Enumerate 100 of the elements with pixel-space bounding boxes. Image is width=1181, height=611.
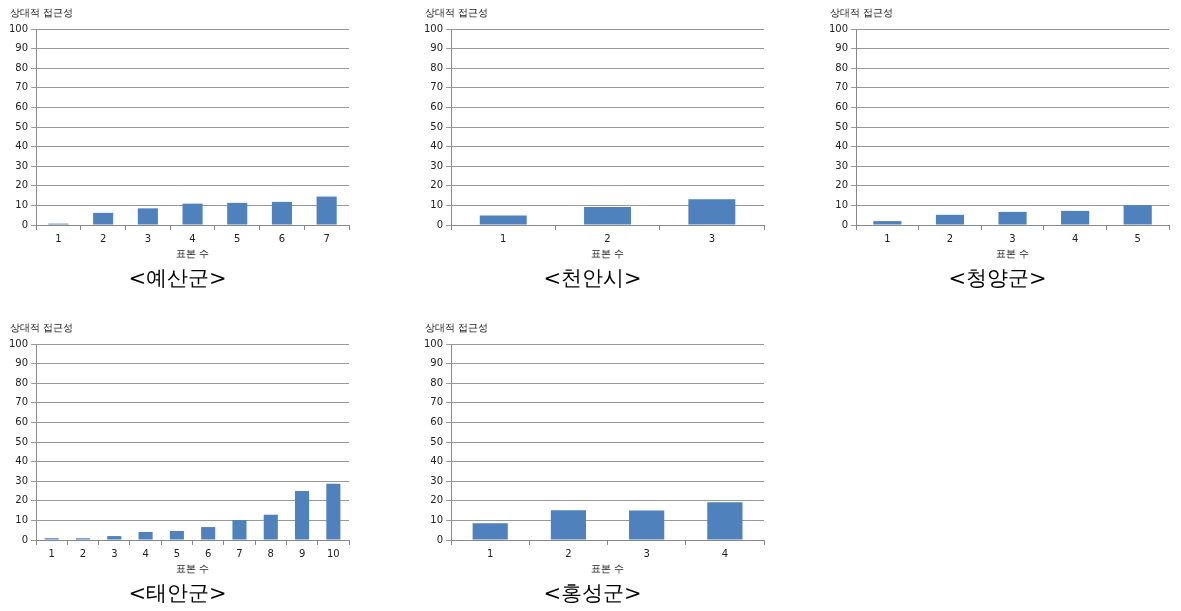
bar [263, 514, 278, 540]
y-tick-label: 100 [423, 22, 444, 34]
bar [201, 527, 216, 540]
x-tick-label: 4 [189, 232, 196, 244]
y-tick-label: 30 [15, 474, 29, 486]
bar [295, 491, 310, 540]
y-tick-label: 80 [430, 376, 444, 388]
bar [935, 214, 965, 225]
x-tick-label: 3 [1009, 232, 1016, 244]
y-tick-label: 70 [430, 81, 444, 93]
x-axis-title: 표본 수 [175, 247, 210, 259]
y-tick-label: 30 [430, 474, 444, 486]
x-tick-label: 2 [99, 232, 107, 244]
y-tick-label: 0 [21, 533, 29, 545]
y-tick-label: 60 [15, 415, 29, 427]
y-tick-label: 70 [15, 81, 29, 93]
bar [998, 211, 1027, 225]
x-tick-label: 7 [323, 232, 330, 244]
y-tick-label: 20 [15, 179, 29, 191]
y-tick-label: 90 [835, 42, 849, 54]
x-tick-label: 1 [884, 232, 891, 244]
y-tick-label: 0 [436, 533, 444, 545]
bar [182, 203, 203, 225]
bar [169, 530, 184, 540]
x-tick-label: 3 [144, 232, 152, 244]
x-tick-label: 5 [234, 232, 241, 244]
text: <천안시> [542, 265, 643, 292]
x-tick-label: 8 [267, 547, 274, 559]
y-axis-title: 상대적 접근성 [10, 321, 74, 335]
y-tick-label: 20 [430, 494, 444, 506]
bar [472, 523, 508, 540]
bar [873, 221, 902, 225]
bar [316, 196, 337, 225]
y-tick-label: 90 [430, 42, 444, 54]
x-tick-label: 2 [79, 547, 87, 559]
y-tick-label: 0 [841, 218, 849, 230]
y-tick-label: 80 [15, 376, 29, 388]
y-tick-label: 0 [21, 218, 29, 230]
x-tick-label: 5 [173, 547, 181, 559]
y-tick-label: 80 [15, 61, 29, 73]
x-tick-label: 2 [604, 232, 611, 244]
y-axis-title: 상대적 접근성 [10, 6, 74, 20]
bar [107, 536, 122, 540]
y-tick-label: 80 [430, 61, 444, 73]
y-tick-label: 100 [8, 337, 29, 349]
y-tick-label: 100 [8, 22, 29, 34]
bar [1123, 205, 1152, 225]
y-axis-title: 상대적 접근성 [425, 321, 489, 335]
bar [550, 510, 587, 540]
y-tick-label: 90 [430, 357, 444, 369]
x-axis-title: 표본 수 [175, 562, 210, 574]
y-tick-label: 30 [15, 159, 29, 171]
y-tick-label: 100 [828, 22, 849, 34]
x-axis-title: 표본 수 [590, 247, 625, 259]
y-tick-label: 50 [835, 120, 849, 132]
bar [137, 208, 158, 225]
y-tick-label: 70 [430, 396, 444, 408]
y-axis-title: 상대적 접근성 [425, 6, 489, 20]
x-tick-label: 6 [205, 547, 212, 559]
x-tick-label: 9 [298, 547, 306, 559]
x-tick-label: 4 [721, 547, 729, 559]
bar [232, 520, 247, 540]
y-tick-label: 40 [430, 140, 444, 152]
text: <태안군> [127, 580, 228, 607]
y-tick-label: 0 [436, 218, 444, 230]
y-axis-title: 상대적 접근성 [830, 6, 894, 20]
y-tick-label: 90 [15, 42, 29, 54]
x-tick-label: 1 [487, 547, 494, 559]
bar [138, 531, 153, 540]
y-tick-label: 40 [15, 455, 29, 467]
bar [629, 510, 665, 540]
x-tick-label: 2 [946, 232, 954, 244]
bar [326, 483, 341, 540]
text: <홍성군> [542, 580, 643, 607]
y-tick-label: 20 [430, 179, 444, 191]
x-tick-label: 1 [55, 232, 62, 244]
bar [93, 212, 114, 225]
x-tick-label: 3 [708, 232, 716, 244]
y-tick-label: 90 [15, 357, 29, 369]
bar [1061, 210, 1090, 225]
x-tick-label: 1 [500, 232, 507, 244]
bar [707, 502, 743, 540]
bar [271, 201, 293, 225]
y-tick-label: 60 [15, 100, 29, 112]
x-axis-title: 표본 수 [590, 562, 625, 574]
y-tick-label: 40 [835, 140, 849, 152]
x-tick-label: 7 [236, 547, 243, 559]
x-tick-label: 1 [48, 547, 55, 559]
y-tick-label: 10 [430, 513, 444, 525]
y-tick-label: 50 [15, 435, 29, 447]
y-tick-label: 20 [835, 179, 849, 191]
y-tick-label: 10 [835, 198, 849, 210]
y-tick-label: 10 [430, 198, 444, 210]
y-tick-label: 30 [430, 159, 444, 171]
y-tick-label: 10 [15, 513, 29, 525]
y-tick-label: 10 [15, 198, 29, 210]
y-tick-label: 50 [430, 120, 444, 132]
y-tick-label: 60 [835, 100, 849, 112]
x-tick-label: 3 [643, 547, 650, 559]
y-tick-label: 60 [430, 100, 444, 112]
